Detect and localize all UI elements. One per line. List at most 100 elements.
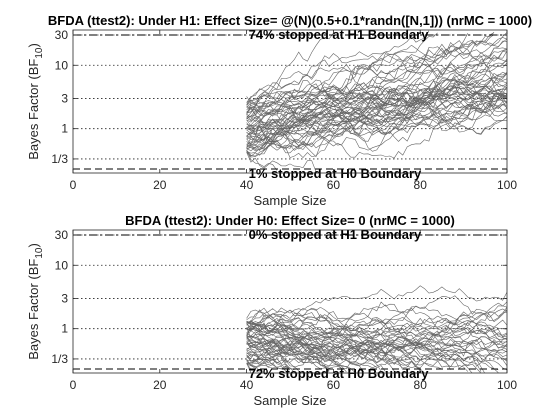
trajectory-line bbox=[246, 150, 278, 171]
trajectory-line bbox=[246, 32, 438, 118]
y-tick-label: 1 bbox=[61, 322, 68, 336]
trajectory-line bbox=[246, 342, 469, 372]
h1-annotation: 0% stopped at H1 Boundary bbox=[249, 227, 422, 242]
trajectory-line bbox=[246, 73, 507, 154]
trajectory-line bbox=[246, 301, 507, 338]
x-tick-label: 100 bbox=[497, 178, 517, 192]
trajectory-line bbox=[246, 59, 507, 112]
trajectory-line bbox=[246, 335, 507, 366]
trajectory-line bbox=[246, 72, 507, 136]
trajectory-line bbox=[246, 73, 507, 151]
axes-box bbox=[72, 229, 508, 374]
chart-title: BFDA (ttest2): Under H0: Effect Size= 0 … bbox=[125, 213, 455, 228]
y-axis-label-subscript: 10 bbox=[34, 47, 45, 59]
y-tick-label: 10 bbox=[55, 58, 69, 72]
trajectory-line bbox=[246, 342, 482, 372]
x-tick-label: 0 bbox=[70, 378, 77, 392]
trajectory-line bbox=[246, 333, 443, 370]
trajectory-line bbox=[246, 102, 507, 150]
trajectory-line bbox=[246, 93, 507, 157]
x-tick-label: 100 bbox=[497, 378, 517, 392]
x-axis-label: Sample Size bbox=[254, 193, 327, 208]
trajectory-line bbox=[246, 343, 343, 370]
trajectory-line bbox=[246, 352, 356, 373]
y-axis-label: Bayes Factor (BF10) bbox=[26, 43, 45, 160]
trajectory-line bbox=[246, 306, 507, 325]
trajectory-line bbox=[246, 30, 430, 105]
axes-box bbox=[72, 29, 508, 174]
trajectory-line bbox=[246, 337, 507, 360]
y-axis-label-end: ) bbox=[26, 243, 41, 247]
y-axis-label-end: ) bbox=[26, 43, 41, 47]
trajectory-line bbox=[246, 317, 507, 357]
trajectory-line bbox=[246, 152, 317, 172]
trajectories bbox=[246, 30, 507, 172]
trajectory-line bbox=[246, 295, 507, 354]
trajectory-line bbox=[246, 341, 421, 372]
y-axis-label-main: Bayes Factor (BF bbox=[26, 259, 41, 360]
trajectory-line bbox=[246, 90, 507, 145]
trajectory-line bbox=[246, 40, 507, 137]
trajectory-line bbox=[246, 93, 507, 136]
trajectory-line bbox=[246, 319, 507, 341]
trajectory-line bbox=[246, 32, 507, 130]
trajectory-line bbox=[246, 326, 507, 356]
chart-panel-1: BFDA (ttest2): Under H1: Effect Size= @(… bbox=[26, 13, 532, 208]
trajectory-line bbox=[246, 47, 507, 103]
trajectory-line bbox=[246, 93, 507, 141]
x-tick-label: 40 bbox=[240, 178, 254, 192]
x-tick-label: 40 bbox=[240, 378, 254, 392]
trajectory-line bbox=[246, 54, 507, 120]
trajectory-line bbox=[246, 32, 469, 108]
trajectory-line bbox=[246, 324, 507, 367]
h0-annotation: 1% stopped at H0 Boundary bbox=[249, 166, 422, 181]
y-tick-label: 1 bbox=[61, 122, 68, 136]
y-tick-label: 1/3 bbox=[51, 352, 68, 366]
chart-title: BFDA (ttest2): Under H1: Effect Size= @(… bbox=[48, 13, 532, 28]
trajectory-line bbox=[246, 301, 507, 348]
y-tick-label: 10 bbox=[55, 258, 69, 272]
trajectory-line bbox=[246, 92, 507, 148]
trajectory-line bbox=[246, 31, 495, 116]
trajectory-line bbox=[246, 71, 507, 129]
x-tick-label: 20 bbox=[153, 178, 167, 192]
trajectory-line bbox=[246, 324, 499, 373]
trajectories bbox=[246, 285, 507, 373]
trajectory-line bbox=[246, 318, 507, 357]
trajectory-line bbox=[246, 323, 507, 352]
trajectory-line bbox=[246, 361, 291, 371]
x-tick-label: 60 bbox=[327, 178, 341, 192]
trajectory-line bbox=[246, 89, 507, 152]
h1-annotation: 74% stopped at H1 Boundary bbox=[249, 27, 430, 42]
trajectory-line bbox=[246, 335, 299, 372]
y-tick-label: 30 bbox=[55, 228, 69, 242]
trajectory-line bbox=[246, 333, 347, 373]
trajectory-line bbox=[246, 82, 507, 108]
y-axis-label: Bayes Factor (BF10) bbox=[26, 243, 45, 360]
trajectory-line bbox=[246, 98, 507, 126]
trajectory-line bbox=[246, 308, 507, 348]
x-tick-label: 0 bbox=[70, 178, 77, 192]
y-axis-label-main: Bayes Factor (BF bbox=[26, 59, 41, 160]
y-tick-label: 30 bbox=[55, 28, 69, 42]
h0-annotation: 72% stopped at H0 Boundary bbox=[249, 366, 430, 381]
x-tick-label: 80 bbox=[414, 378, 428, 392]
trajectory-line bbox=[246, 324, 507, 359]
trajectory-line bbox=[246, 314, 482, 373]
trajectory-line bbox=[246, 62, 507, 104]
x-tick-label: 60 bbox=[327, 378, 341, 392]
x-tick-label: 80 bbox=[414, 178, 428, 192]
trajectory-line bbox=[246, 92, 507, 132]
trajectory-line bbox=[246, 317, 507, 347]
x-tick-label: 20 bbox=[153, 378, 167, 392]
y-tick-label: 3 bbox=[61, 291, 68, 305]
trajectory-line bbox=[246, 334, 507, 362]
trajectory-line bbox=[246, 33, 334, 113]
y-axis-label-subscript: 10 bbox=[34, 247, 45, 259]
chart-panel-2: BFDA (ttest2): Under H0: Effect Size= 0 … bbox=[26, 213, 517, 408]
trajectory-line bbox=[246, 102, 507, 149]
y-tick-label: 3 bbox=[61, 91, 68, 105]
trajectory-line bbox=[246, 58, 507, 121]
trajectory-line bbox=[246, 37, 507, 117]
